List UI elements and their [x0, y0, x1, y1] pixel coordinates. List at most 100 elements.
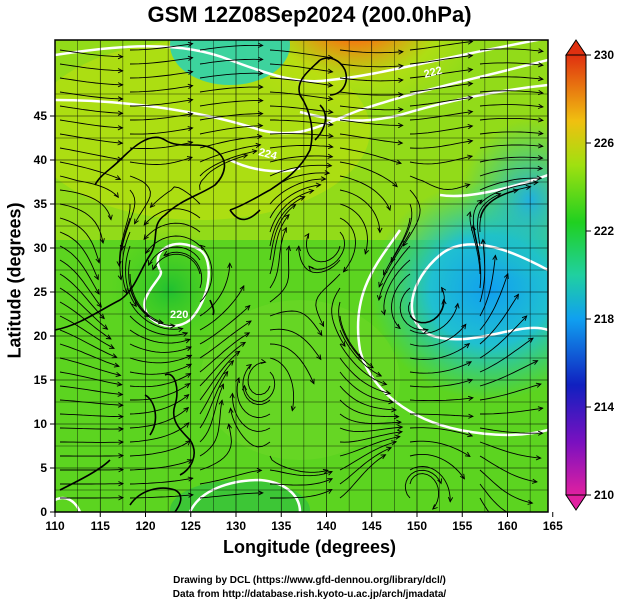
- streamline: [152, 253, 201, 275]
- streamline: [409, 324, 467, 347]
- streamline: [199, 125, 263, 135]
- streamline: [129, 354, 192, 364]
- x-tick-label: 135: [271, 519, 291, 533]
- streamline: [129, 394, 189, 415]
- streamline-arrow: [467, 81, 474, 87]
- streamline-arrow: [158, 319, 165, 325]
- streamline: [199, 144, 261, 163]
- streamline-arrow: [537, 48, 544, 54]
- streamline-arrow: [464, 342, 471, 349]
- streamline-arrow: [398, 77, 404, 83]
- streamline-arrow: [244, 332, 251, 338]
- streamline-arrow: [246, 320, 252, 326]
- streamline-arrow: [537, 143, 544, 149]
- streamline: [125, 245, 137, 307]
- streamline-arrow: [309, 378, 315, 385]
- streamline-arrow: [386, 205, 392, 212]
- streamline: [129, 329, 190, 344]
- streamline-arrow: [512, 188, 519, 194]
- streamline-arrow: [117, 110, 124, 116]
- streamline: [315, 273, 341, 327]
- streamline-arrow: [257, 84, 264, 90]
- streamline-arrow: [234, 350, 241, 356]
- streamline: [479, 76, 543, 80]
- streamline: [129, 57, 193, 65]
- streamline-arrow: [535, 382, 542, 388]
- streamline: [479, 483, 508, 512]
- streamline-arrow: [143, 219, 149, 226]
- streamline: [199, 44, 263, 51]
- streamline: [339, 436, 400, 457]
- streamline-arrow: [320, 176, 327, 182]
- streamline: [247, 361, 271, 396]
- streamline-arrow: [258, 56, 264, 62]
- streamline-arrow: [246, 363, 253, 370]
- streamline-arrow: [308, 265, 314, 272]
- streamline-arrow: [117, 54, 124, 60]
- contour-label: 224: [257, 146, 279, 163]
- streamline-arrow: [244, 304, 251, 311]
- streamline-arrow: [187, 476, 194, 482]
- streamline-arrow: [398, 49, 404, 55]
- streamline: [409, 343, 470, 360]
- streamline: [339, 454, 386, 499]
- streamline-arrow: [326, 162, 333, 168]
- streamline: [469, 211, 481, 275]
- streamline-arrow: [186, 459, 193, 464]
- streamline-arrow: [537, 155, 544, 161]
- colorbar-tick-label: 222: [594, 224, 614, 238]
- streamline-arrow: [242, 153, 249, 159]
- streamline: [230, 408, 271, 448]
- streamline: [199, 72, 263, 79]
- streamline: [129, 363, 192, 375]
- streamline: [269, 164, 332, 177]
- streamline: [129, 301, 183, 330]
- streamline: [409, 287, 445, 324]
- streamline: [399, 287, 428, 331]
- streamline: [269, 145, 333, 149]
- streamline: [378, 231, 411, 288]
- streamline: [409, 303, 459, 334]
- streamline-arrow: [117, 96, 124, 102]
- streamline-arrow: [327, 96, 334, 102]
- streamline: [59, 371, 122, 386]
- streamline-arrow: [304, 232, 310, 239]
- streamline: [199, 342, 246, 387]
- streamline: [199, 305, 251, 345]
- streamline: [129, 43, 193, 51]
- streamline: [479, 90, 543, 94]
- streamline: [129, 459, 193, 471]
- streamline-arrow: [299, 195, 306, 201]
- streamline: [269, 246, 290, 303]
- streamline-arrow: [327, 478, 334, 483]
- streamline-arrow: [295, 245, 302, 252]
- streamline: [339, 343, 387, 385]
- streamline-arrow: [537, 103, 544, 109]
- y-tick-label: 15: [34, 373, 48, 387]
- streamline: [59, 315, 115, 349]
- streamline-arrow: [394, 434, 401, 440]
- streamline-arrow: [96, 301, 102, 308]
- streamline-arrow: [229, 392, 235, 399]
- streamline-arrow: [467, 67, 474, 73]
- streamline: [236, 377, 271, 418]
- x-tick-label: 125: [181, 519, 201, 533]
- streamline-arrow: [258, 490, 264, 496]
- streamline: [199, 320, 252, 359]
- streamline: [339, 63, 403, 68]
- streamline-arrow: [537, 165, 544, 171]
- streamline: [129, 127, 193, 135]
- streamline: [269, 49, 333, 59]
- streamline-arrow: [228, 407, 234, 414]
- streamline-arrow: [187, 126, 194, 132]
- streamline: [59, 385, 123, 396]
- streamline: [339, 385, 396, 411]
- streamline: [59, 329, 117, 358]
- contour-label: 220: [170, 309, 188, 321]
- streamline: [479, 383, 542, 401]
- streamline: [479, 62, 543, 66]
- streamline: [59, 189, 112, 220]
- x-axis-label: Longitude (degrees): [222, 537, 396, 557]
- streamline: [339, 447, 392, 485]
